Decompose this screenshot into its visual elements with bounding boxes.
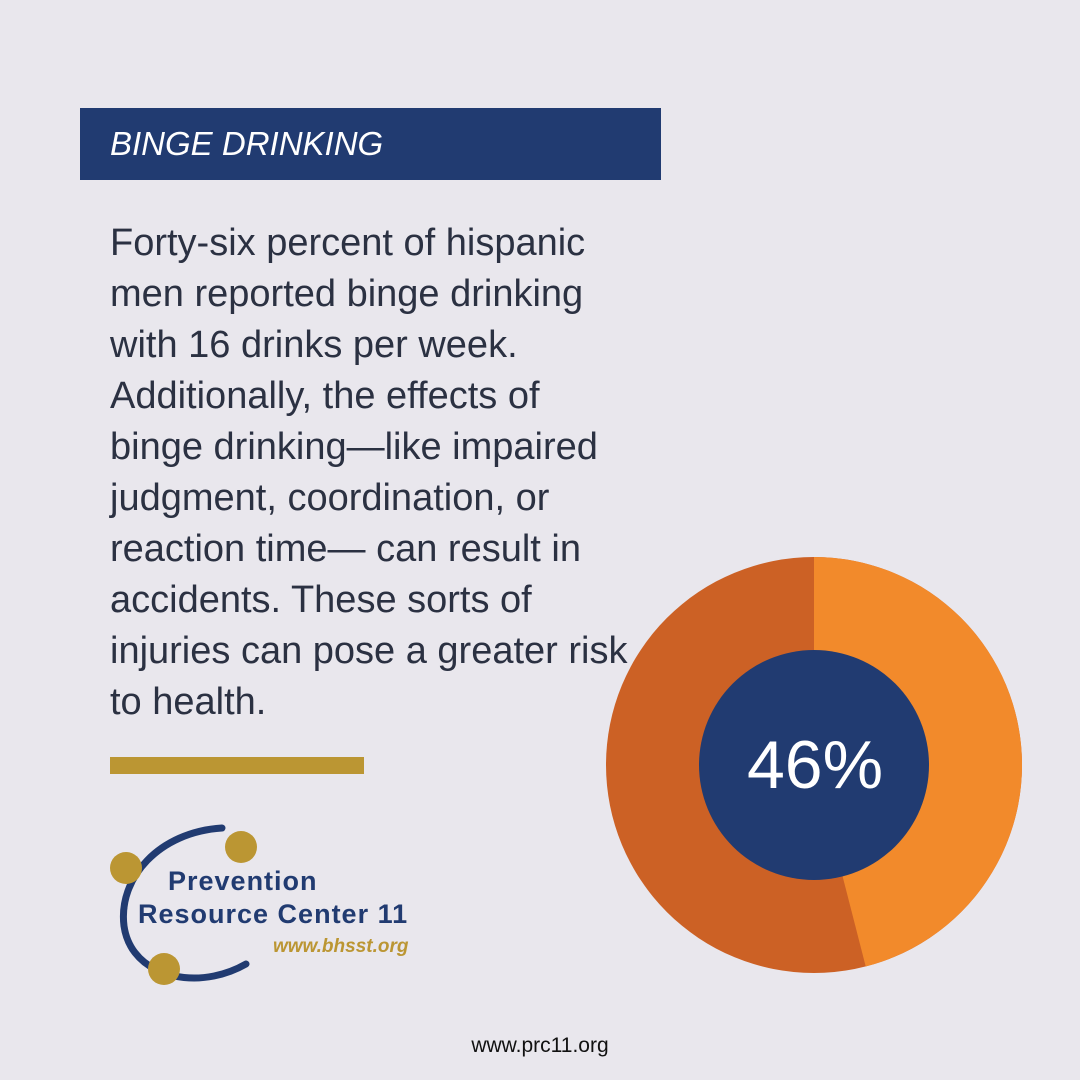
body-paragraph: Forty-six percent of hispanic men report…: [110, 222, 628, 723]
logo-url: www.bhsst.org: [273, 936, 409, 957]
logo-text-resource-center: Resource Center 11: [138, 899, 409, 929]
logo-emblem: [110, 824, 257, 985]
page-title: BINGE DRINKING: [110, 125, 384, 162]
donut-center: [699, 650, 929, 880]
donut-chart: [606, 557, 1022, 973]
footer-url[interactable]: www.prc11.org: [0, 1034, 1080, 1058]
gold-divider: [110, 757, 364, 774]
donut-percent-label: 46%: [746, 727, 884, 803]
title-banner: BINGE DRINKING: [80, 108, 661, 180]
logo-dot-left: [110, 852, 142, 884]
logo-dot-top: [225, 831, 257, 863]
footer-url-text[interactable]: www.prc11.org: [471, 1034, 609, 1057]
logo-dot-bottom: [148, 953, 180, 985]
logo-arc: [119, 824, 250, 982]
logo-text-prevention: Prevention: [168, 866, 318, 896]
